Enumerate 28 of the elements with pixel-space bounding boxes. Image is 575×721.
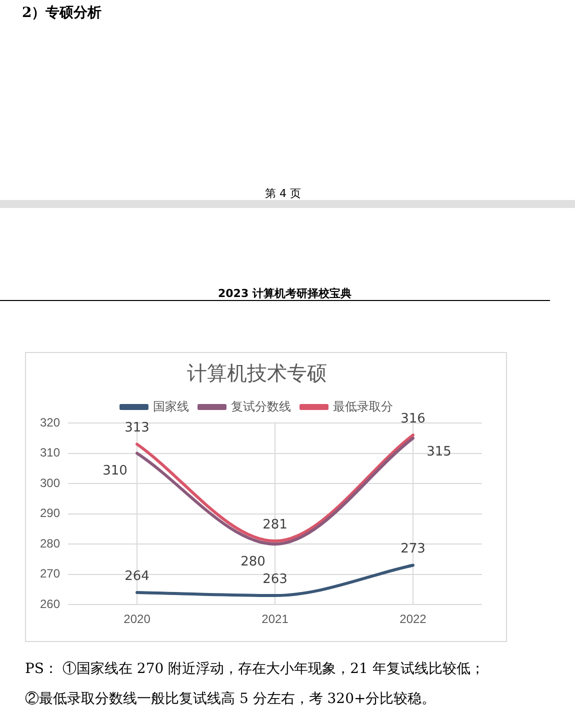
x-tick-label: 2022	[400, 612, 427, 626]
text: ②最低录取分数线一般比复试线高 5 分左右，考 320+分比较稳。	[25, 690, 436, 708]
y-tick-label: 270	[40, 566, 60, 581]
x-tick-label: 2021	[262, 612, 289, 626]
chart-title: 计算机技术专硕	[187, 361, 327, 386]
data-label: 313	[124, 420, 150, 436]
data-label: 316	[400, 411, 426, 426]
text: 2023 计算机考研择校宝典	[218, 286, 352, 301]
text: PS： ①国家线在 270 附近浮动，存在大小年现象，21 年复试线比较低；	[25, 660, 484, 678]
data-label: 280	[240, 554, 266, 570]
data-label: 281	[262, 517, 288, 532]
y-tick-label: 280	[40, 536, 60, 550]
legend-label: 最低录取分	[333, 399, 393, 414]
y-tick-label: 290	[40, 506, 60, 520]
data-label: 310	[102, 464, 128, 479]
data-label: 315	[426, 444, 452, 460]
data-label: 263	[262, 572, 288, 587]
y-tick-label: 320	[40, 415, 60, 430]
data-label: 273	[400, 542, 426, 557]
y-tick-label: 300	[40, 476, 60, 490]
y-tick-label: 310	[40, 446, 60, 460]
x-tick-label: 2020	[124, 612, 151, 626]
text: 2）专硕分析	[22, 4, 102, 22]
legend-label: 国家线	[153, 399, 189, 414]
data-label: 264	[124, 568, 150, 584]
text: 第 4 页	[265, 186, 301, 201]
y-tick-label: 260	[40, 596, 60, 611]
legend-label: 复试分数线	[231, 399, 291, 414]
